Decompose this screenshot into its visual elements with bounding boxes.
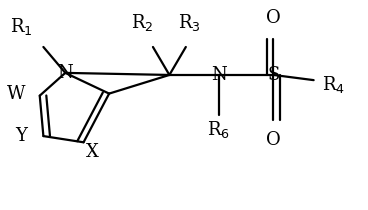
Text: R$_4$: R$_4$	[322, 74, 345, 95]
Text: O: O	[266, 131, 281, 149]
Text: S: S	[267, 66, 280, 84]
Text: N: N	[57, 64, 73, 82]
Text: O: O	[266, 9, 281, 27]
Text: Y: Y	[15, 127, 27, 145]
Text: W: W	[7, 85, 25, 103]
Text: R$_2$: R$_2$	[131, 12, 153, 33]
Text: R$_6$: R$_6$	[207, 119, 230, 140]
Text: R$_1$: R$_1$	[10, 16, 33, 37]
Text: R$_3$: R$_3$	[178, 12, 201, 33]
Text: N: N	[211, 66, 227, 84]
Text: X: X	[86, 143, 99, 161]
